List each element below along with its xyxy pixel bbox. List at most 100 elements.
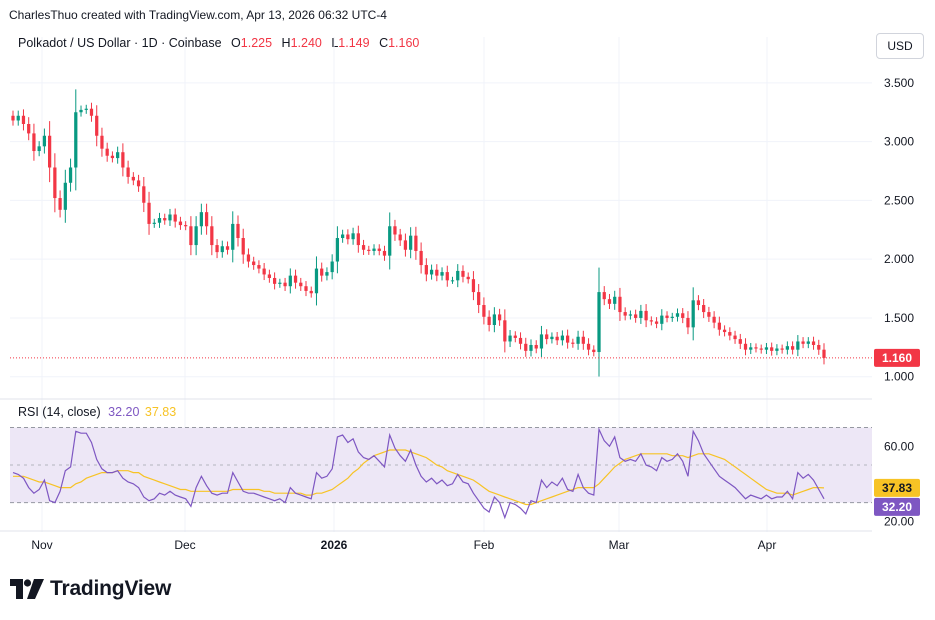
rsi-ma-badge: [874, 478, 920, 497]
low-value: 1.149: [338, 36, 370, 50]
tradingview-logo[interactable]: TradingView: [10, 577, 171, 601]
rsi-badge-label: 32.20: [882, 500, 912, 514]
open-value: 1.225: [240, 36, 273, 50]
candle-body: [586, 343, 591, 350]
candle-body: [293, 275, 298, 283]
candle-body: [210, 226, 214, 246]
candle-body: [670, 316, 674, 318]
candle-body: [429, 269, 434, 275]
candle-body: [660, 315, 664, 324]
candle-body: [409, 235, 413, 250]
candle-body: [581, 336, 585, 344]
candles: [10, 89, 872, 377]
candle-body: [11, 115, 15, 121]
candle-body: [105, 148, 109, 156]
candle-body: [466, 276, 470, 280]
candle-body: [309, 290, 313, 294]
candle-body: [811, 341, 816, 345]
candle-body: [204, 212, 209, 227]
currency-button[interactable]: USD: [876, 33, 924, 59]
candle-body: [351, 233, 355, 240]
candle-body: [675, 313, 680, 317]
candle-body: [231, 223, 235, 250]
candle-body: [178, 221, 183, 226]
candle-body: [801, 341, 805, 344]
candle-body: [163, 218, 167, 221]
candle-body: [377, 248, 381, 251]
candle-body: [89, 108, 94, 116]
rsi-label: RSI (14, close): [18, 405, 101, 419]
candle-body: [63, 182, 67, 210]
candle-body: [320, 268, 324, 276]
candle-body: [780, 348, 784, 350]
candle-body: [335, 238, 340, 262]
candle-body: [717, 322, 721, 330]
candle-body: [550, 336, 554, 340]
candle-body: [712, 316, 716, 323]
time-tick-label: Mar: [609, 538, 630, 552]
candle-body: [602, 292, 606, 300]
candle-body: [267, 274, 272, 278]
candle-body: [194, 226, 198, 246]
candle-body: [126, 167, 130, 177]
price-tick-label: 2.000: [884, 252, 914, 266]
candle-body: [272, 277, 277, 284]
candle-body: [822, 349, 826, 358]
candle-body: [461, 270, 465, 277]
rsi-ma-line: [13, 449, 825, 506]
candle-body: [529, 344, 533, 351]
candle-body: [435, 269, 439, 276]
candle-body: [225, 246, 230, 250]
candle-body: [482, 305, 486, 317]
candle-body: [58, 198, 62, 210]
candle-body: [471, 279, 476, 293]
candle-body: [236, 223, 240, 239]
candle-body: [48, 135, 52, 168]
candle-body: [37, 146, 41, 152]
price-tick-label: 3.500: [884, 76, 914, 90]
candle-body: [634, 314, 638, 318]
candle-body: [576, 336, 580, 344]
candle-body: [513, 335, 517, 338]
candle-body: [545, 334, 549, 340]
candle-body: [27, 124, 31, 134]
candle-body: [644, 310, 648, 321]
candle-body: [330, 261, 334, 273]
candle-body: [157, 218, 162, 223]
candle-body: [184, 225, 188, 227]
candle-body: [419, 250, 423, 266]
candle-body: [592, 349, 596, 353]
candle-body: [628, 314, 633, 316]
candle-body: [346, 234, 350, 240]
price-tick-label: 1.500: [884, 311, 914, 325]
price-tick-label: 1.000: [884, 370, 914, 384]
grid: [0, 37, 872, 532]
attribution-text: CharlesThuo created with TradingView.com…: [9, 8, 387, 22]
candle-body: [121, 152, 125, 168]
rsi-ma-value: 37.83: [144, 405, 177, 419]
rsi-tick-label: 60.00: [884, 439, 914, 453]
candle-body: [639, 310, 643, 318]
candle-body: [497, 314, 502, 321]
rsi-badge: [874, 497, 920, 516]
candle-body: [654, 321, 659, 324]
time-tick-label: Apr: [758, 538, 777, 552]
price-tick-label: 2.500: [884, 193, 914, 207]
candle-body: [649, 320, 653, 322]
candle-body: [503, 320, 507, 342]
candle-body: [728, 332, 732, 336]
candle-body: [142, 186, 146, 203]
candle-body: [733, 335, 737, 340]
candle-body: [686, 317, 690, 328]
candle-body: [749, 347, 753, 350]
candle-body: [696, 300, 701, 306]
candle-body: [246, 254, 251, 262]
candle-body: [790, 346, 795, 350]
candle-body: [524, 343, 528, 351]
rsi-lines: [12, 427, 825, 520]
close-label: C: [379, 36, 389, 50]
candle-body: [817, 344, 821, 350]
candle-body: [288, 275, 292, 287]
candle-body: [518, 337, 523, 344]
